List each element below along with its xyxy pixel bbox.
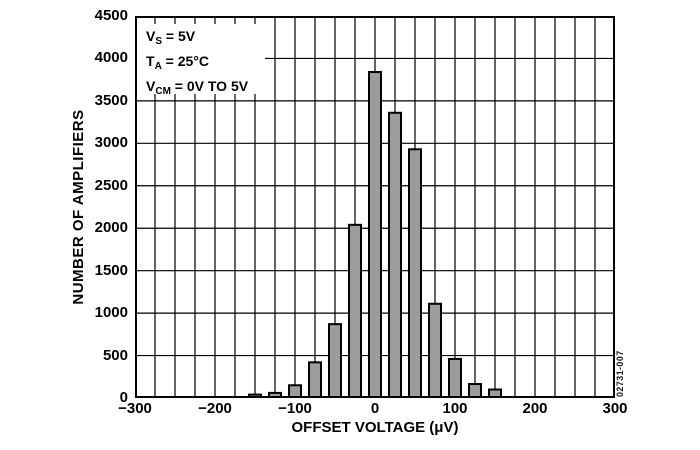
histogram-bar — [428, 302, 442, 398]
histogram-bar — [268, 391, 282, 398]
x-tick-label: 0 — [370, 400, 380, 417]
histogram-bar — [328, 323, 342, 398]
y-tick-label: 3000 — [94, 134, 128, 152]
plot-border — [135, 16, 615, 398]
plot-area — [135, 16, 615, 398]
x-tick-label: 200 — [522, 400, 548, 417]
histogram-bar — [408, 148, 422, 398]
histogram-bar — [448, 357, 462, 398]
x-tick-label: 300 — [602, 400, 628, 417]
x-tick-label: −200 — [198, 400, 232, 417]
x-tick-label: −300 — [118, 400, 152, 417]
y-tick-label: 1500 — [94, 261, 128, 279]
histogram-bar — [308, 361, 322, 398]
x-tick-label: 100 — [442, 400, 468, 417]
annotation-backing-box — [137, 24, 265, 94]
histogram-bar — [348, 223, 362, 398]
condition-line: VS = 5V — [146, 28, 196, 47]
y-tick-label: 4000 — [94, 49, 128, 67]
x-axis-title: OFFSET VOLTAGE (μV) — [291, 419, 459, 436]
y-tick-label: 500 — [102, 346, 128, 364]
condition-line: TA = 25°C — [146, 53, 210, 72]
y-tick-label: 3500 — [94, 91, 128, 109]
figure-number: 02731-007 — [615, 350, 625, 397]
x-tick-label: −100 — [278, 400, 312, 417]
histogram-bar — [388, 111, 402, 398]
y-tick-label: 2000 — [94, 219, 128, 237]
condition-line: VCM = 0V TO 5V — [146, 78, 249, 97]
histogram-bar — [368, 71, 382, 398]
y-tick-label: 2500 — [94, 176, 128, 194]
chart-canvas — [135, 16, 615, 398]
y-tick-label: 0 — [119, 389, 128, 406]
y-tick-label: 4500 — [94, 7, 128, 24]
y-tick-label: 1000 — [94, 304, 128, 322]
y-axis-title: NUMBER OF AMPLIFIERS — [70, 109, 87, 305]
histogram-bar — [468, 382, 482, 398]
test-conditions-annotation: VS = 5V TA = 25°C VCM = 0V TO 5V — [146, 25, 276, 100]
